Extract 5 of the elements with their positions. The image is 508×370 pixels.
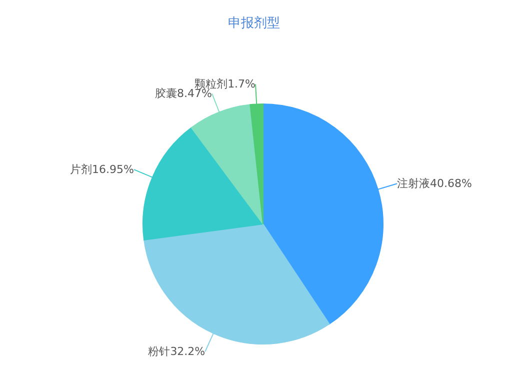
slice-label: 片剂16.95% — [70, 163, 134, 176]
slice-label: 胶囊8.47% — [155, 87, 212, 100]
slice-label: 粉针32.2% — [148, 344, 206, 358]
slice-label: 注射液40.68% — [397, 177, 472, 190]
chart-title: 申报剂型 — [227, 15, 281, 32]
